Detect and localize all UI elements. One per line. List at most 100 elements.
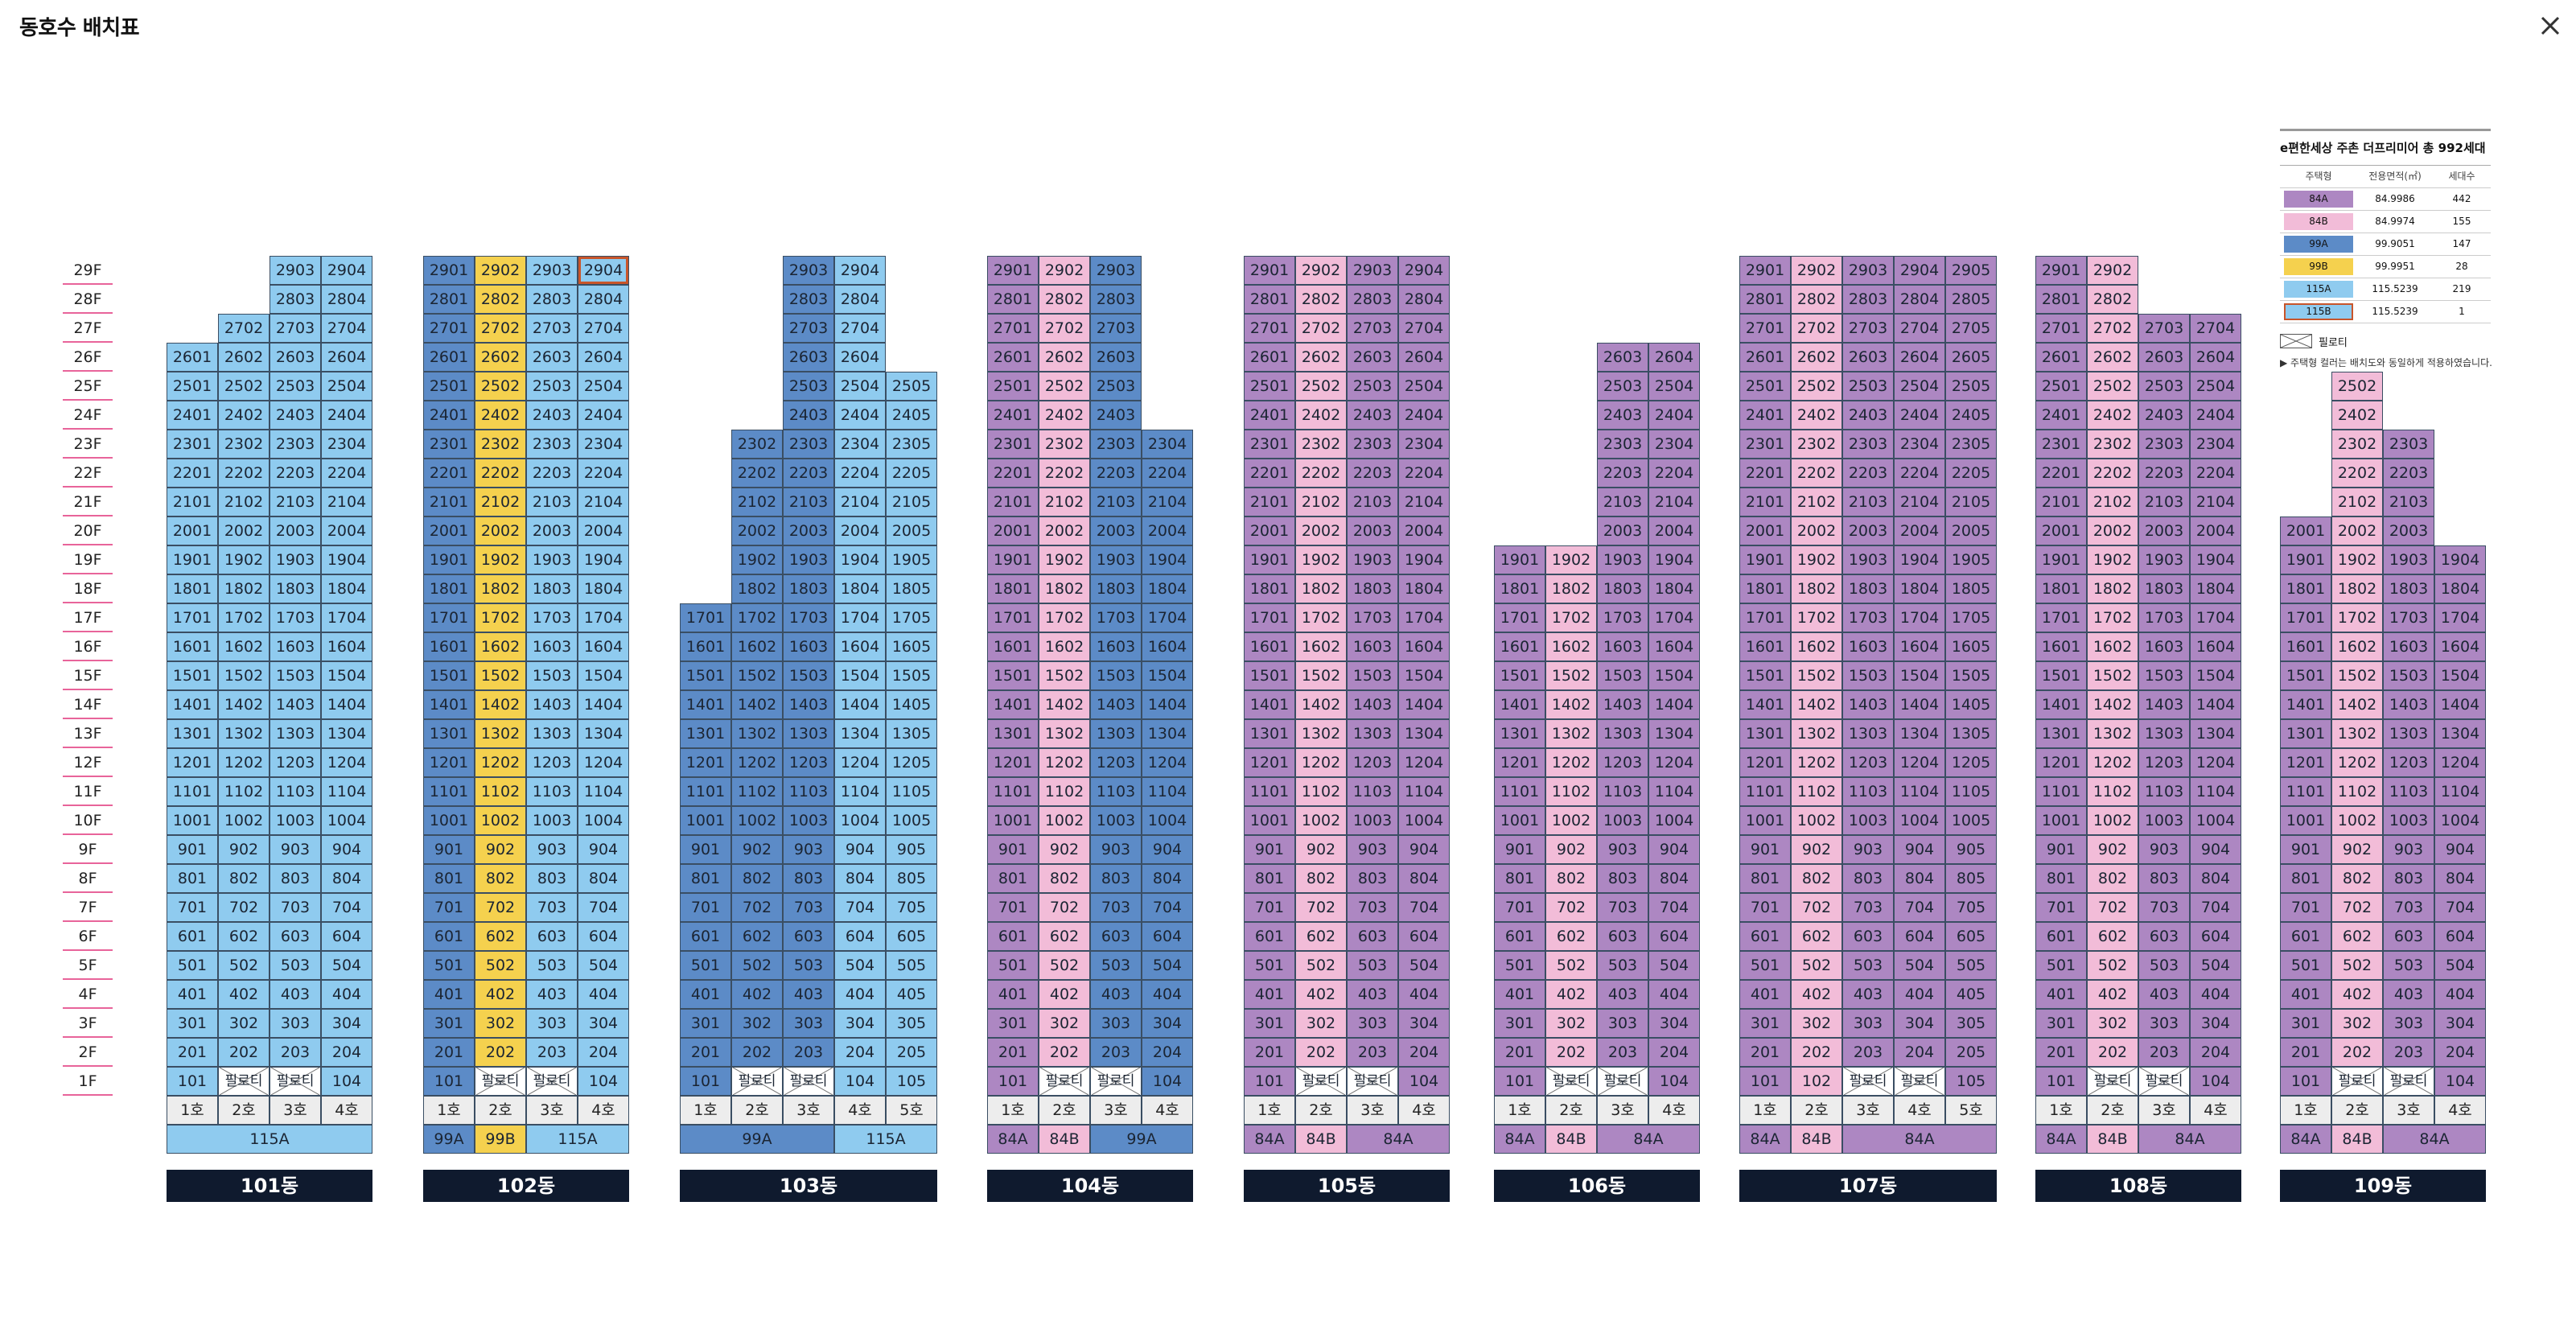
unit-cell[interactable]: 402 (218, 980, 270, 1009)
unit-cell[interactable]: 2501 (423, 372, 475, 401)
unit-cell[interactable]: 2503 (783, 372, 834, 401)
unit-cell[interactable]: 2304 (1648, 430, 1700, 459)
unit-cell[interactable]: 402 (1295, 980, 1347, 1009)
unit-cell[interactable]: 701 (1244, 893, 1295, 922)
unit-cell[interactable]: 2804 (1894, 285, 1945, 314)
unit-cell[interactable]: 804 (2190, 864, 2241, 893)
unit-cell[interactable]: 804 (1894, 864, 1945, 893)
unit-cell[interactable]: 1303 (2383, 719, 2434, 748)
unit-cell[interactable]: 2802 (1039, 285, 1090, 314)
unit-cell[interactable]: 302 (1791, 1009, 1842, 1038)
unit-cell[interactable]: 2803 (1090, 285, 1142, 314)
unit-cell[interactable]: 301 (680, 1009, 731, 1038)
unit-cell[interactable]: 1904 (1648, 545, 1700, 574)
unit-cell[interactable]: 1602 (2087, 632, 2138, 661)
unit-cell[interactable]: 1204 (2190, 748, 2241, 777)
unit-cell[interactable]: 2503 (2138, 372, 2190, 401)
unit-cell[interactable]: 805 (1945, 864, 1997, 893)
unit-cell[interactable]: 1504 (1142, 661, 1193, 690)
unit-cell[interactable]: 2001 (2280, 516, 2331, 545)
unit-cell[interactable]: 2302 (1039, 430, 1090, 459)
unit-cell[interactable]: 2403 (526, 401, 578, 430)
unit-cell[interactable]: 504 (2434, 951, 2486, 980)
unit-cell[interactable]: 2901 (1244, 256, 1295, 285)
unit-cell[interactable]: 2304 (1398, 430, 1450, 459)
unit-cell[interactable]: 601 (2280, 922, 2331, 951)
unit-cell[interactable]: 601 (987, 922, 1039, 951)
unit-cell[interactable]: 1504 (578, 661, 629, 690)
unit-cell[interactable]: 802 (1545, 864, 1597, 893)
unit-cell[interactable]: 1404 (834, 690, 886, 719)
unit-cell[interactable]: 1201 (1494, 748, 1545, 777)
unit-cell[interactable]: 1902 (1295, 545, 1347, 574)
unit-cell[interactable]: 204 (2190, 1038, 2241, 1067)
building-name[interactable]: 101동 (167, 1170, 372, 1202)
unit-cell[interactable]: 1704 (578, 603, 629, 632)
unit-cell[interactable]: 2201 (1739, 459, 1791, 488)
unit-cell[interactable]: 1502 (1039, 661, 1090, 690)
unit-cell[interactable]: 803 (2138, 864, 2190, 893)
unit-cell[interactable]: 1002 (475, 806, 526, 835)
unit-cell[interactable]: 2402 (475, 401, 526, 430)
unit-cell[interactable]: 601 (1739, 922, 1791, 951)
unit-cell[interactable]: 801 (2035, 864, 2087, 893)
unit-cell[interactable]: 201 (1494, 1038, 1545, 1067)
unit-cell[interactable]: 2503 (526, 372, 578, 401)
unit-cell[interactable]: 703 (1842, 893, 1894, 922)
unit-cell[interactable]: 1702 (218, 603, 270, 632)
unit-cell[interactable]: 701 (2035, 893, 2087, 922)
unit-cell[interactable]: 902 (475, 835, 526, 864)
unit-cell[interactable]: 1601 (680, 632, 731, 661)
unit-cell[interactable]: 2602 (218, 343, 270, 372)
unit-cell[interactable]: 1902 (2087, 545, 2138, 574)
unit-cell[interactable]: 1803 (2138, 574, 2190, 603)
unit-cell[interactable]: 1701 (680, 603, 731, 632)
unit-cell[interactable]: 404 (2190, 980, 2241, 1009)
unit-cell[interactable]: 2204 (578, 459, 629, 488)
unit-cell[interactable]: 2203 (783, 459, 834, 488)
unit-cell[interactable]: 1102 (1039, 777, 1090, 806)
unit-cell[interactable]: 1504 (1648, 661, 1700, 690)
unit-cell[interactable]: 1901 (1494, 545, 1545, 574)
unit-cell[interactable]: 804 (1648, 864, 1700, 893)
unit-cell[interactable]: 802 (475, 864, 526, 893)
unit-cell[interactable]: 503 (2138, 951, 2190, 980)
unit-cell[interactable]: 2404 (834, 401, 886, 430)
unit-cell[interactable]: 101 (2280, 1067, 2331, 1096)
unit-cell[interactable]: 2002 (475, 516, 526, 545)
unit-cell[interactable]: 2502 (2087, 372, 2138, 401)
unit-cell[interactable]: 1701 (2280, 603, 2331, 632)
unit-cell[interactable]: 503 (1842, 951, 1894, 980)
unit-cell[interactable]: 504 (1398, 951, 1450, 980)
unit-cell[interactable]: 1503 (1842, 661, 1894, 690)
unit-cell[interactable]: 1503 (2138, 661, 2190, 690)
unit-cell[interactable]: 1703 (270, 603, 321, 632)
unit-cell[interactable]: 1301 (423, 719, 475, 748)
unit-cell[interactable]: 602 (2087, 922, 2138, 951)
unit-cell[interactable]: 1901 (167, 545, 218, 574)
unit-cell[interactable]: 801 (423, 864, 475, 893)
unit-cell[interactable]: 1404 (2434, 690, 2486, 719)
unit-cell[interactable]: 1104 (1398, 777, 1450, 806)
unit-cell[interactable]: 701 (1739, 893, 1791, 922)
unit-cell[interactable]: 2403 (783, 401, 834, 430)
unit-cell[interactable]: 903 (2138, 835, 2190, 864)
unit-cell[interactable]: 2004 (1648, 516, 1700, 545)
unit-cell[interactable]: 1601 (1244, 632, 1295, 661)
unit-cell[interactable]: 1502 (1295, 661, 1347, 690)
unit-cell[interactable]: 1703 (783, 603, 834, 632)
unit-cell[interactable]: 701 (423, 893, 475, 922)
unit-cell[interactable]: 1303 (526, 719, 578, 748)
unit-cell[interactable]: 304 (321, 1009, 372, 1038)
unit-cell[interactable]: 2001 (1244, 516, 1295, 545)
unit-cell[interactable]: 902 (2331, 835, 2383, 864)
unit-cell[interactable]: 2303 (1842, 430, 1894, 459)
unit-cell[interactable]: 1004 (2190, 806, 2241, 835)
unit-cell[interactable]: 603 (1597, 922, 1648, 951)
unit-cell[interactable]: 1602 (1545, 632, 1597, 661)
unit-cell[interactable]: 1805 (886, 574, 937, 603)
unit-cell[interactable]: 101 (680, 1067, 731, 1096)
unit-cell[interactable]: 603 (1090, 922, 1142, 951)
unit-cell[interactable]: 1301 (987, 719, 1039, 748)
unit-cell[interactable]: 401 (680, 980, 731, 1009)
